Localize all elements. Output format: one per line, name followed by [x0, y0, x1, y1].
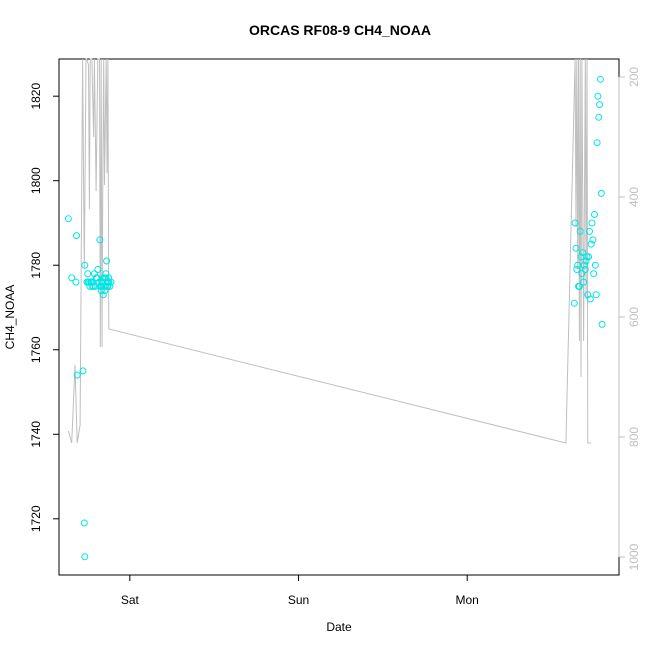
data-point [576, 227, 584, 235]
data-point [96, 236, 104, 244]
data-point [94, 266, 102, 273]
pressure-line [67, 58, 592, 444]
data-point [106, 282, 114, 290]
data-point [84, 270, 92, 278]
y-tick-label: 1720 [29, 505, 43, 532]
data-point [580, 278, 588, 286]
y-axis-label: CH4_NOAA [3, 285, 17, 350]
data-point [593, 139, 601, 147]
y-axis: 1720 1740 1760 1780 1800 1820 [29, 83, 60, 532]
data-point [580, 261, 588, 269]
y-tick-label: 1760 [29, 336, 43, 363]
data-point [73, 371, 81, 379]
data-point [591, 261, 599, 269]
right-tick-label: 400 [627, 187, 641, 207]
data-point [571, 219, 579, 227]
data-point [594, 92, 602, 100]
right-tick-label: 1000 [627, 543, 641, 570]
data-point [72, 278, 80, 286]
data-point [99, 291, 107, 299]
data-point [105, 278, 113, 286]
right-axis: 200 400 600 800 1000 [618, 67, 641, 570]
data-point [81, 553, 89, 561]
data-point [79, 367, 87, 375]
data-point [73, 232, 80, 240]
data-point [107, 278, 115, 286]
y-tick-label: 1800 [29, 167, 43, 194]
x-axis-label: Date [326, 620, 352, 634]
data-point [587, 240, 595, 248]
data-point [590, 270, 598, 278]
data-point [575, 282, 583, 290]
data-point [572, 244, 580, 252]
data-point [589, 236, 597, 244]
plot-frame [58, 58, 620, 576]
data-point [591, 211, 598, 218]
data-point [103, 257, 111, 265]
data-point [581, 266, 589, 273]
data-point [595, 113, 603, 121]
data-point [93, 274, 101, 282]
data-point [68, 274, 76, 282]
right-tick-label: 600 [627, 307, 641, 327]
data-point [574, 261, 582, 269]
data-point [586, 227, 593, 235]
data-point [597, 189, 605, 197]
data-point [97, 282, 105, 290]
chart-title: ORCAS RF08-9 CH4_NOAA [249, 22, 431, 38]
data-point [570, 299, 578, 307]
data-point [585, 253, 593, 261]
x-tick-label: Mon [456, 593, 479, 607]
right-tick-label: 800 [627, 427, 641, 447]
data-point [592, 291, 600, 299]
data-point [81, 261, 89, 269]
y-tick-label: 1820 [29, 83, 43, 110]
y-tick-label: 1780 [29, 252, 43, 279]
data-point [596, 75, 604, 83]
data-point [579, 249, 587, 257]
data-point [573, 266, 581, 273]
data-point [588, 219, 596, 227]
data-point [578, 270, 586, 278]
data-point [596, 101, 604, 109]
data-point [64, 215, 72, 223]
right-tick-label: 200 [627, 67, 641, 87]
x-axis: Sat Sun Mon [121, 574, 479, 607]
data-point [586, 295, 594, 303]
plot-area [64, 58, 606, 561]
data-point [80, 519, 88, 527]
data-point [598, 320, 606, 328]
y-tick-label: 1740 [29, 421, 43, 448]
x-tick-label: Sun [288, 593, 309, 607]
x-tick-label: Sat [121, 593, 140, 607]
